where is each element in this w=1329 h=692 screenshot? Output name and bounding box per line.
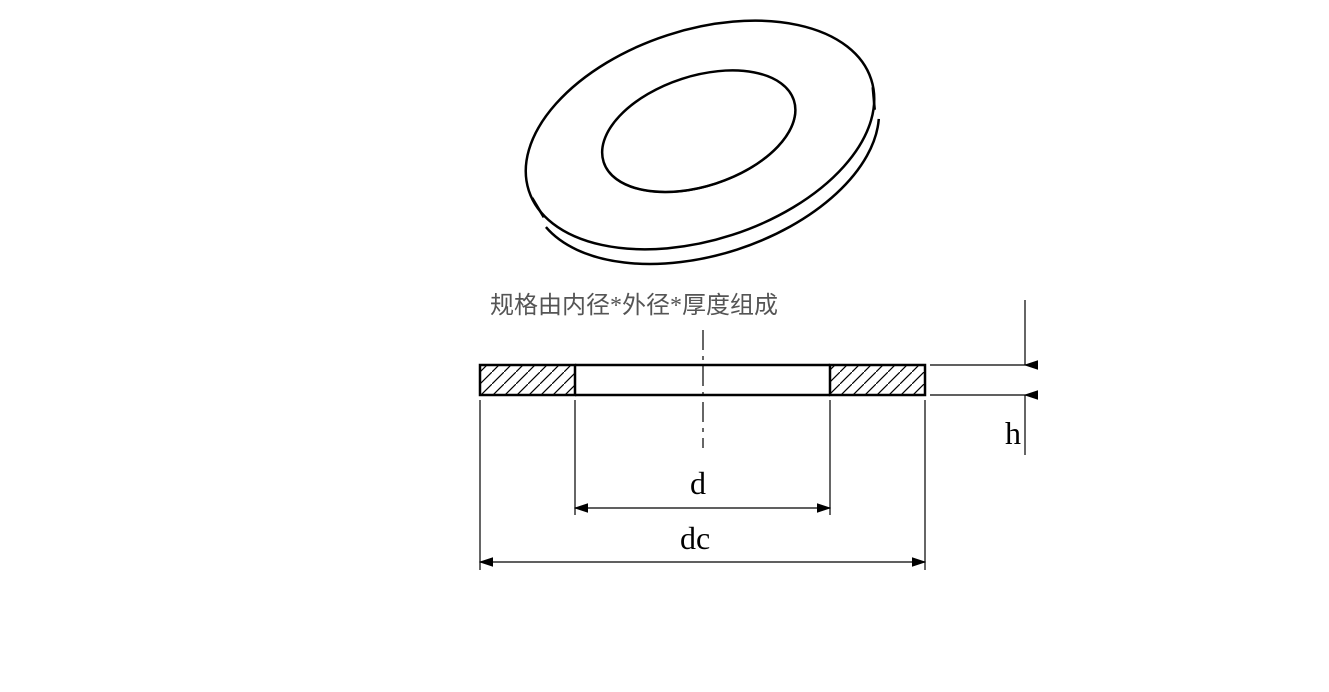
label-dc: dc: [680, 520, 710, 557]
section-hatch-right: [830, 365, 925, 395]
washer-diagram: [0, 0, 1329, 692]
section-view: [480, 330, 925, 448]
spec-caption: 规格由内径*外径*厚度组成: [490, 285, 778, 320]
label-h: h: [1005, 415, 1021, 452]
isometric-washer: [496, 0, 908, 305]
label-d: d: [690, 465, 706, 502]
section-hatch-left: [480, 365, 575, 395]
